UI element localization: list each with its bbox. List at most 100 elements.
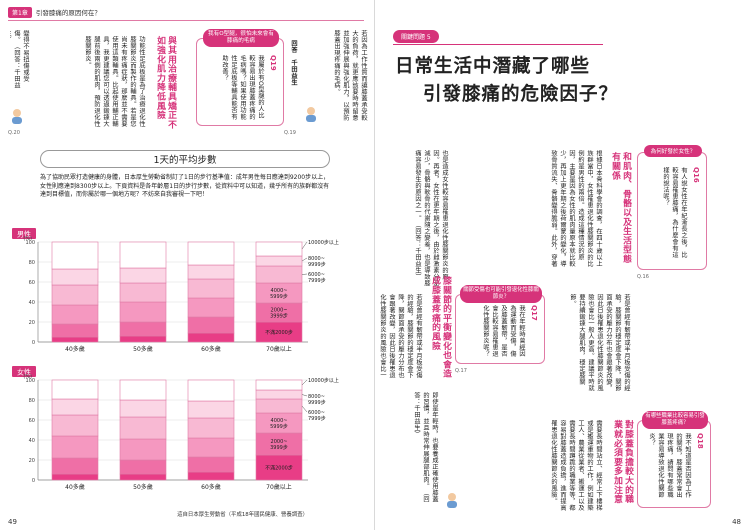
legend-inbar-1-1-1: 3999步 <box>270 445 288 451</box>
bar-1-0-0 <box>51 473 99 481</box>
bar-0-2-0 <box>187 332 235 343</box>
y-tick-label-1-1: 20 <box>29 458 35 464</box>
q17-number: Q17 <box>530 305 538 321</box>
q19-number: Q19 <box>269 55 277 71</box>
bar-0-3-4 <box>255 255 303 267</box>
legend-inbar-1-2-1: 5999步 <box>270 424 288 430</box>
tag-q20: Q.20 <box>8 130 20 136</box>
bar-1-3-4 <box>255 389 303 400</box>
y-unit-0: (%) <box>23 236 32 242</box>
bar-1-2-5 <box>187 379 235 402</box>
bar-1-1-0 <box>119 473 167 481</box>
q18-box: 有哪些職業比較容易引發膝蓋疼痛？ Q18 我不知道是否因為工作的關係，膝蓋常常會… <box>637 411 711 508</box>
bar-1-0-1 <box>51 457 99 475</box>
y-tick-label-1-4: 80 <box>29 398 35 404</box>
bar-0-0-3 <box>51 284 99 306</box>
legend-leader-1-5 <box>301 379 308 386</box>
y-tick-label-0-5: 100 <box>25 240 35 246</box>
q17-box: 關節受傷也可能引發退化性膝關節炎？ Q17 我在年輕時曾經因為運動而受傷，傷及膝… <box>455 285 545 364</box>
chapter-badge: 第1章 <box>8 6 32 18</box>
key-question-badge: 關鍵問題 5 <box>393 30 439 43</box>
bar-1-2-0 <box>187 471 235 481</box>
bar-1-2-4 <box>187 400 235 419</box>
header-rule <box>8 20 364 21</box>
legend-inbar-0-2-0: 4000~ <box>271 288 288 294</box>
legend-label-0-3-1: 7999步 <box>308 278 326 284</box>
q16-bubble: 為何好發於女性？ <box>644 145 702 157</box>
q16-number: Q16 <box>692 167 700 183</box>
chart-title-bar: 1天的平均步數 <box>40 150 330 168</box>
legend-label-0-5-0: 10000步以上 <box>308 239 339 246</box>
x-tick-label-1-1: 50多歲 <box>133 483 153 491</box>
section3-continued: 即使是年輕時，也要養成正確使用膝蓋的習慣，並且時常伸展腿部肌肉。（回答：千田益生… <box>413 392 438 503</box>
bar-1-1-1 <box>119 459 167 475</box>
legend-inbar-0-2-1: 5999步 <box>270 294 288 300</box>
legend-leader-0-4 <box>301 257 308 262</box>
bar-1-0-2 <box>51 435 99 459</box>
x-tick-label-0-1: 50多歲 <box>133 345 153 353</box>
q19-question: 我屬於有O型腿的人比較容易出現膝蓋疼痛的毛病嗎？如果使用功能性足底板等輔具能否有… <box>221 55 264 120</box>
bar-0-1-1 <box>119 321 167 337</box>
q19-box: 我有O型腿，很怕未來會有膝痛的毛病 Q19 我屬於有O型腿的人比較容易出現膝蓋疼… <box>196 29 284 126</box>
y-tick-label-0-1: 20 <box>29 320 35 326</box>
y-tick-label-0-3: 60 <box>29 280 35 286</box>
bar-1-2-3 <box>187 417 235 439</box>
legend-inbar-0-1-1: 3999步 <box>270 314 288 320</box>
legend-label-1-3-1: 7999步 <box>308 416 326 422</box>
bar-0-0-1 <box>51 323 99 338</box>
section1-body-extra: 若是曾經有韌帶或半月板受傷的經驗，膝關節的穩定度會下降，關節面承受的壓力分布也會… <box>569 294 630 392</box>
legend-leader-1-3 <box>301 405 308 413</box>
bar-1-1-3 <box>119 416 167 440</box>
chart-title: 1天的平均步數 <box>153 155 217 166</box>
bar-0-2-4 <box>187 264 235 280</box>
q18-question: 我不知道是否因為工作的關係，膝蓋常常會出現疼痛，請問有哪些職業容易導致退化性關節… <box>648 433 691 498</box>
panel-title-bg-0 <box>12 228 36 239</box>
section1-body: 根據日本骨科學會的調查，在四十歲以上族群當中，女性罹患退化性膝關節炎的比例約是男… <box>551 150 602 267</box>
chart-description: 為了協助民眾打造健康的身體，日本厚生勞動省制訂了1日的步行基準值：成年男性每日應… <box>40 174 330 199</box>
y-tick-label-1-3: 60 <box>29 418 35 424</box>
x-tick-label-0-0: 40多歲 <box>65 345 85 353</box>
legend-label-1-4-0: 8000~ <box>308 394 325 400</box>
answerer-label: 回答 千田益生 <box>290 40 297 86</box>
bar-1-2-2 <box>187 437 235 458</box>
y-tick-label-1-2: 40 <box>29 438 35 444</box>
legend-label-1-5-0: 10000步以上 <box>308 377 339 384</box>
section1-heading: 和肌肉、骨骼以及生活型態有關係 <box>610 152 631 264</box>
section3-body: 需要長時間站立、經常上下樓梯或是搬運重物的工作，例如建築工人、農業從業者、搬運工… <box>551 420 602 511</box>
bar-1-3-3 <box>255 398 303 414</box>
q17-bubble-text: 關節受傷也可能引發退化性膝關節炎？ <box>463 287 539 300</box>
q18-bubble: 有哪些職業比較容易引發膝蓋疼痛？ <box>642 411 708 429</box>
tag-q17: Q.17 <box>455 368 467 374</box>
section3-heading: 對膝蓋負擔較大的職業就必須要多加注意 <box>612 420 633 504</box>
q16-question: 有人說女性在年紀漸長之後，比較容易罹患膝痛，為什麼會有這樣的說法呢？ <box>662 167 687 258</box>
left-page: 第1章 引發膝痛的原因何在？ 若因為工作性質而讓膝蓋承受較大的負荷，就更應該要時… <box>0 0 374 530</box>
page-header: 第1章 引發膝痛的原因何在？ <box>8 6 101 18</box>
bar-0-1-0 <box>119 335 167 343</box>
y-tick-label-0-2: 40 <box>29 300 35 306</box>
y-tick-label-1-0: 0 <box>32 478 35 484</box>
bar-1-0-5 <box>51 379 99 400</box>
bar-1-1-4 <box>119 399 167 418</box>
legend-leader-0-3 <box>301 273 308 275</box>
y-unit-1: (%) <box>23 374 32 380</box>
answerer-avatar-icon-2 <box>12 109 22 124</box>
badge-text: 關鍵問題 5 <box>401 34 431 41</box>
bar-0-1-2 <box>119 301 167 323</box>
bar-0-2-2 <box>187 297 235 318</box>
y-tick-label-0-4: 80 <box>29 260 35 266</box>
bar-0-2-1 <box>187 316 235 334</box>
answerer-avatar-icon-3 <box>447 493 457 508</box>
top-left-text: 變得不易扭傷或受傷。（回答：千田益生） <box>10 30 29 89</box>
bar-0-2-3 <box>187 278 235 299</box>
bar-0-1-4 <box>119 267 167 284</box>
bar-0-0-4 <box>51 268 99 286</box>
page-title-line1: 日常生活中潛藏了哪些 <box>395 56 591 77</box>
y-tick-label-1-5: 100 <box>25 378 35 384</box>
bar-0-1-5 <box>119 241 167 269</box>
bar-0-3-3 <box>255 265 303 284</box>
q19-bubble-text: 我有O型腿，很怕未來會有膝痛的毛病 <box>208 31 274 44</box>
q17-question: 我在年輕時曾經因為運動而受傷，傷及膝蓋韌帶，是否會比較容易罹患退化性膝關節炎呢？ <box>482 305 525 357</box>
bar-0-2-5 <box>187 241 235 266</box>
x-tick-label-1-2: 60多歲 <box>201 483 221 491</box>
